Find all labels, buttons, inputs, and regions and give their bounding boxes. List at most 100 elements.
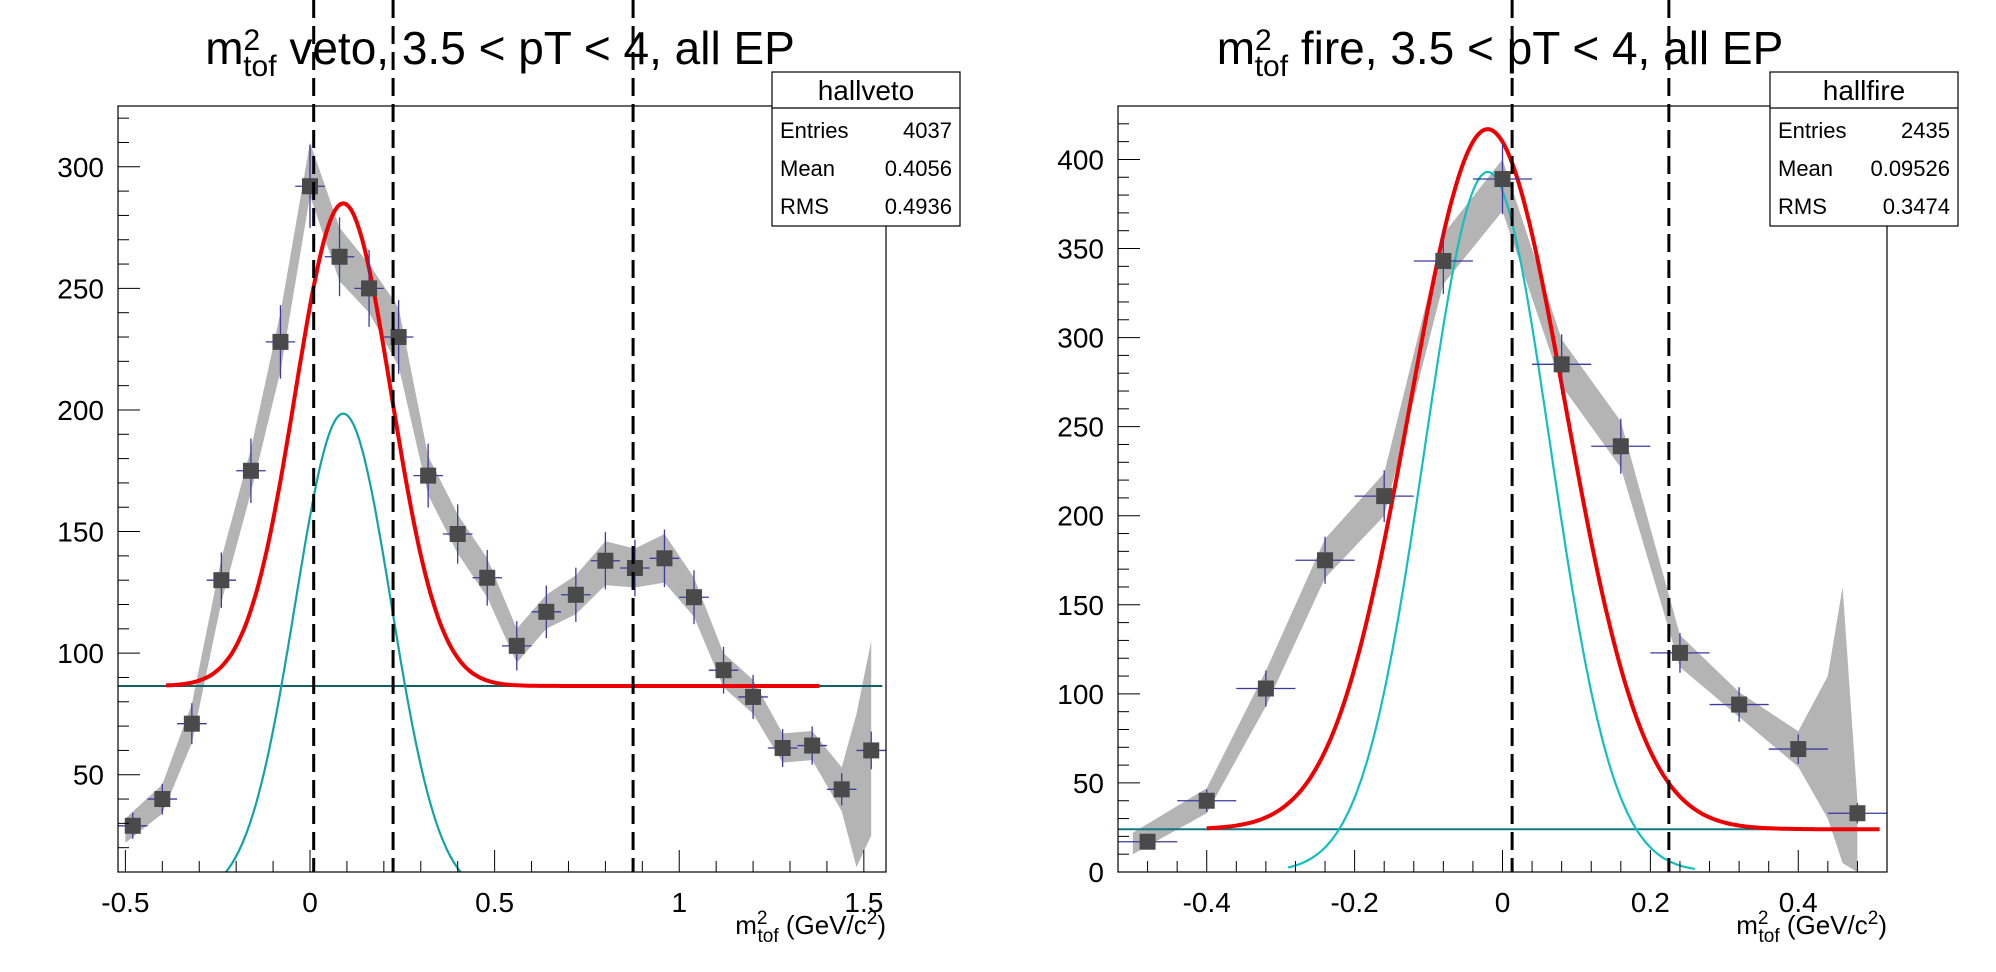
x-axis-label: m2 tof (GeV/c2) (1736, 908, 1887, 947)
y-tick-label: 100 (1057, 679, 1104, 710)
point-marker (1317, 552, 1334, 569)
chart-title-part: veto, 3.5 < pT < 4, all EP (277, 22, 795, 74)
x-axis-label-part: 2 (757, 908, 768, 929)
point-marker (1198, 792, 1215, 809)
data-point (383, 300, 414, 374)
chart-title: m2 tof veto, 3.5 < pT < 4, all EP (205, 22, 795, 83)
y-tick-label: 200 (1057, 501, 1104, 532)
point-marker (626, 560, 643, 577)
stats-label: Mean (780, 156, 835, 181)
y-tick-label: 50 (1073, 768, 1104, 799)
data-point (1709, 687, 1769, 722)
data-point (1768, 734, 1828, 764)
x-tick-label: 0.5 (475, 887, 514, 918)
data-point (649, 529, 680, 587)
x-axis-label-part: 2 (867, 908, 878, 929)
total-fit-curve (1206, 127, 1880, 832)
point-marker (538, 603, 555, 620)
data-point (236, 438, 266, 503)
data-point (118, 812, 148, 839)
chart-title-part: tof (243, 50, 277, 83)
y-tick-label: 0 (1088, 857, 1104, 888)
data-point (620, 539, 650, 597)
y-tick-label: 250 (1057, 412, 1104, 443)
point-marker (1790, 741, 1807, 758)
data-point (1118, 833, 1178, 850)
point-marker (863, 742, 880, 759)
x-axis-label-part: m (1736, 910, 1758, 940)
total-fit-curve (165, 201, 820, 688)
stats-value: 2435 (1901, 118, 1950, 143)
chart-title-part: m (1217, 22, 1255, 74)
x-tick-label: 0 (1495, 887, 1511, 918)
data-point (1177, 789, 1237, 813)
y-tick-label: 200 (57, 395, 104, 426)
plot-frame (117, 105, 887, 873)
y-tick-label: 150 (1057, 590, 1104, 621)
y-tick-label: 250 (57, 273, 104, 304)
data-point (354, 249, 384, 327)
x-axis-label: m2 tof (GeV/c2) (735, 908, 886, 947)
stats-box-name: hallveto (818, 75, 915, 106)
x-tick-label: 1 (671, 887, 687, 918)
y-tick-label: 300 (57, 152, 104, 183)
stats-label: Entries (1778, 118, 1846, 143)
data-point (1650, 633, 1710, 673)
point-marker (124, 817, 141, 834)
data-point (826, 773, 857, 806)
data-point (502, 621, 532, 671)
point-marker (715, 662, 732, 679)
x-tick-label: 1.5 (844, 887, 883, 918)
point-marker (745, 688, 762, 705)
point-marker (1257, 680, 1274, 697)
data-point (797, 726, 827, 765)
point-marker (1671, 644, 1688, 661)
chart-title-part: m (205, 22, 243, 74)
data-point (1295, 536, 1355, 584)
point-marker (508, 637, 525, 654)
point-marker (1139, 833, 1156, 850)
data-point (767, 728, 798, 767)
stats-box-frame (771, 71, 961, 227)
point-marker (1435, 252, 1452, 269)
stats-label: Mean (1778, 156, 1833, 181)
point-marker (1612, 438, 1629, 455)
data-point (738, 674, 768, 719)
stats-label: RMS (780, 194, 829, 219)
point-marker (183, 715, 200, 732)
data-point (1532, 334, 1592, 395)
x-tick-label: 0.2 (1631, 887, 1670, 918)
point-marker (597, 552, 614, 569)
data-point (206, 552, 237, 608)
data-point (413, 443, 443, 508)
point-marker (272, 333, 289, 350)
point-marker (1849, 805, 1866, 822)
point-marker (390, 329, 407, 346)
stats-box: hallfire Entries 2435 Mean 0.09526 RMS 0.3474 (1769, 71, 1959, 227)
stats-value: 0.4936 (885, 194, 952, 219)
stats-value: 0.4056 (885, 156, 952, 181)
stats-value: 0.09526 (1870, 156, 1950, 181)
uncertainty-band (1132, 159, 1858, 872)
point-marker (686, 589, 702, 606)
y-tick-label: 400 (1057, 144, 1104, 175)
point-marker (449, 525, 466, 542)
data-point (708, 646, 739, 694)
x-axis-label-part: ) (877, 910, 886, 940)
stats-value: 0.3474 (1883, 194, 1950, 219)
uncertainty-band (125, 142, 872, 868)
point-marker (242, 462, 259, 479)
y-tick-label: 300 (1057, 323, 1104, 354)
x-tick-label: -0.2 (1330, 887, 1378, 918)
x-tick-label: -0.5 (101, 887, 149, 918)
plot-area (1118, 127, 1887, 872)
y-tick-label: 100 (57, 638, 104, 669)
x-axis-label-part: (GeV/c (779, 910, 867, 940)
point-marker (1731, 696, 1748, 713)
y-tick-label: 150 (57, 517, 104, 548)
stats-value: 4037 (903, 118, 952, 143)
x-tick-label: 0.4 (1779, 887, 1818, 918)
data-point (1236, 670, 1296, 707)
